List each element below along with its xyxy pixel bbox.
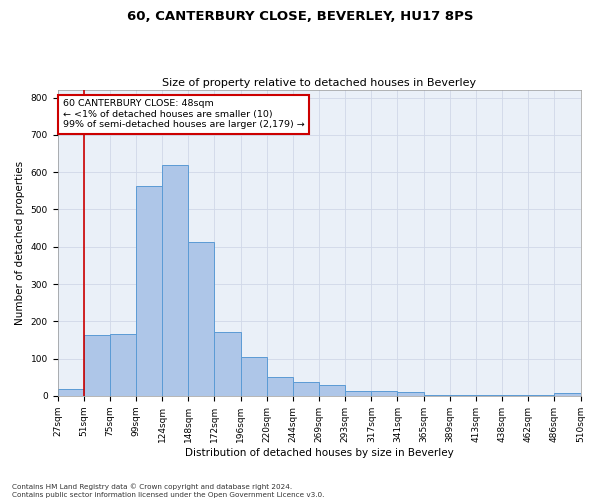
Y-axis label: Number of detached properties: Number of detached properties [15, 161, 25, 325]
Bar [319, 385, 345, 396]
Bar [110, 334, 136, 396]
Bar [136, 186, 162, 396]
X-axis label: Distribution of detached houses by size in Beverley: Distribution of detached houses by size … [185, 448, 454, 458]
Bar [424, 395, 450, 396]
Bar [554, 393, 581, 396]
Bar [371, 390, 397, 396]
Text: 60 CANTERBURY CLOSE: 48sqm
← <1% of detached houses are smaller (10)
99% of semi: 60 CANTERBURY CLOSE: 48sqm ← <1% of deta… [63, 100, 305, 129]
Bar [214, 332, 241, 396]
Text: Contains HM Land Registry data © Crown copyright and database right 2024.
Contai: Contains HM Land Registry data © Crown c… [12, 484, 325, 498]
Bar [293, 382, 319, 396]
Bar [58, 389, 83, 396]
Bar [162, 165, 188, 396]
Bar [345, 390, 371, 396]
Bar [267, 377, 293, 396]
Bar [397, 392, 424, 396]
Bar [83, 335, 110, 396]
Bar [241, 357, 267, 396]
Bar [188, 242, 214, 396]
Title: Size of property relative to detached houses in Beverley: Size of property relative to detached ho… [162, 78, 476, 88]
Text: 60, CANTERBURY CLOSE, BEVERLEY, HU17 8PS: 60, CANTERBURY CLOSE, BEVERLEY, HU17 8PS [127, 10, 473, 23]
